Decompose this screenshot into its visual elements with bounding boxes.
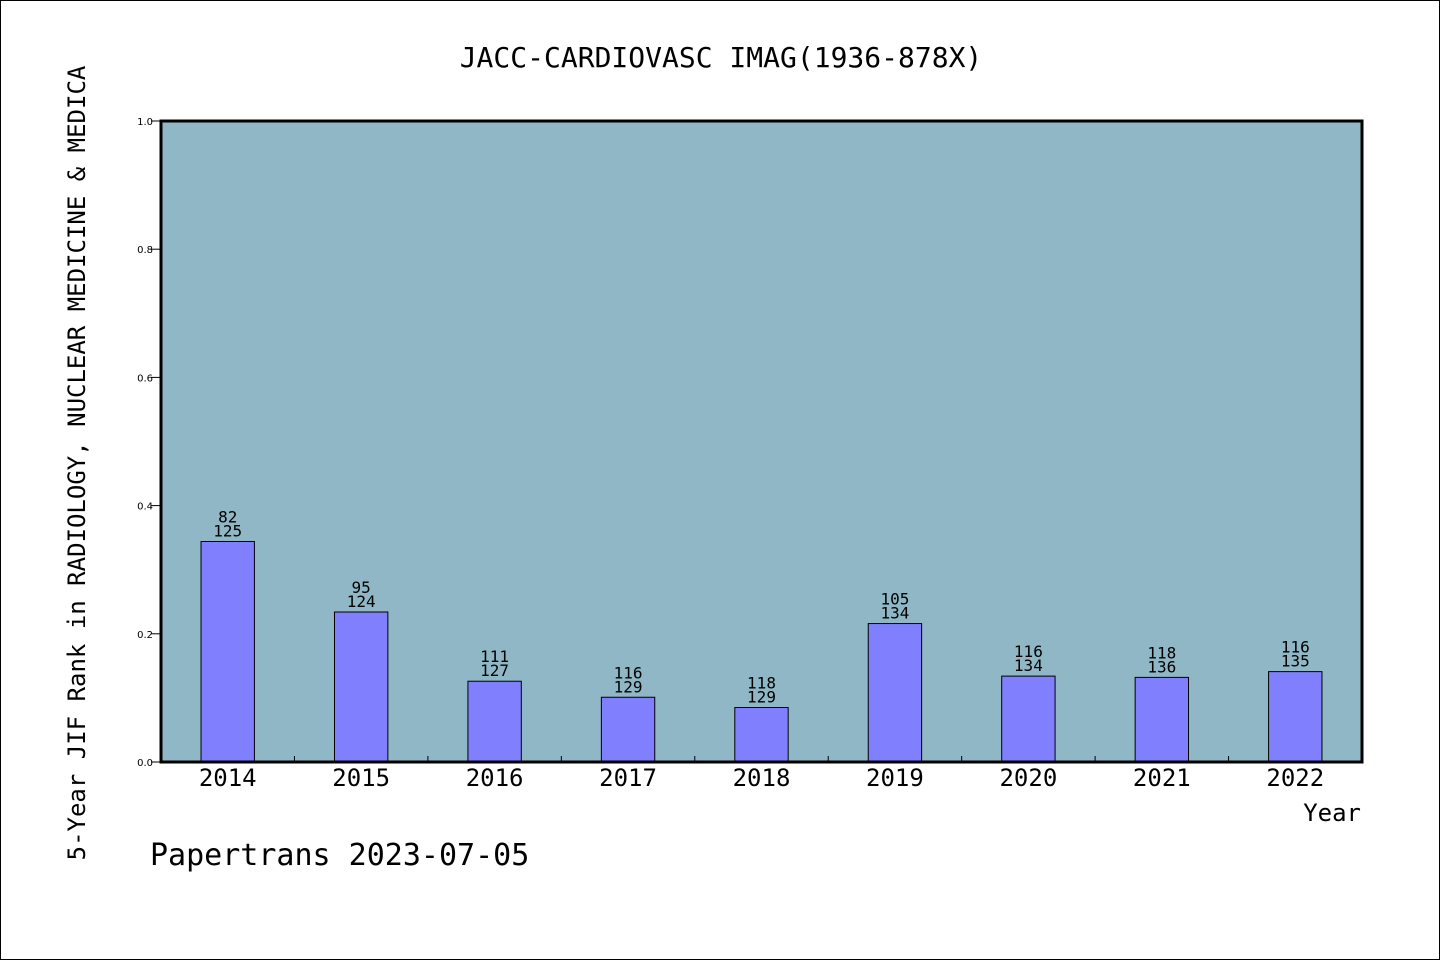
y-tick-label: 0.4 [137, 502, 153, 513]
x-tick-label: 2017 [599, 764, 657, 792]
bar-rank-label: 82 [218, 507, 237, 526]
chart-title: JACC-CARDIOVASC IMAG(1936-878X) [460, 41, 983, 74]
y-axis-label: 5-Year JIF Rank in RADIOLOGY, NUCLEAR ME… [63, 65, 91, 860]
y-tick-label: 1.0 [137, 117, 153, 128]
x-axis: 2014 2015 2016 2017 2018 2019 2020 2021 2022 [199, 756, 1324, 792]
bar-2016 [467, 680, 522, 763]
bar-2022 [1268, 671, 1323, 763]
bar-total-label: 134 [880, 604, 909, 623]
x-tick-label: 2021 [1133, 764, 1191, 792]
bar-total-label: 135 [1281, 652, 1310, 671]
x-tick-label: 2016 [466, 764, 524, 792]
bar-rank-label: 105 [880, 590, 909, 609]
bar-total-label: 129 [747, 688, 776, 707]
bar-rank-label: 95 [352, 578, 371, 597]
y-tick-label: 0.2 [137, 630, 153, 641]
bar-2018 [734, 707, 789, 763]
y-tick-label: 0.8 [137, 245, 153, 256]
y-tick-label: 0.0 [137, 758, 153, 769]
plot-frame [159, 119, 1364, 764]
bar-rank-label: 118 [747, 674, 776, 693]
x-tick-label: 2014 [199, 764, 257, 792]
bar-total-label: 125 [213, 521, 242, 540]
bar-total-label: 127 [480, 661, 509, 680]
bar-2017 [600, 696, 656, 763]
bar-2015 [333, 611, 389, 763]
bar-total-label: 129 [614, 677, 643, 696]
bar-rank-label: 116 [1014, 642, 1043, 661]
y-tick-label: 0.6 [137, 373, 153, 384]
bar-2019 [867, 623, 923, 763]
x-axis-label: Year [1303, 799, 1361, 827]
bar-rank-label: 116 [614, 663, 643, 682]
watermark-text: Papertrans 2023-07-05 [150, 838, 529, 873]
x-tick-label: 2018 [733, 764, 791, 792]
bar-2020 [1001, 675, 1056, 763]
x-tick-label: 2015 [332, 764, 390, 792]
y-axis: 0.0 0.2 0.4 0.6 0.8 1.0 [137, 117, 161, 769]
bar-total-label: 124 [347, 592, 376, 611]
bar-rank-label: 111 [480, 647, 509, 666]
x-tick-label: 2019 [866, 764, 924, 792]
bar-2021 [1134, 676, 1190, 763]
bar-rank-label: 118 [1147, 643, 1176, 662]
bar-total-label: 136 [1147, 657, 1176, 676]
bar-rank-label: 116 [1281, 638, 1310, 657]
bar-total-label: 134 [1014, 656, 1043, 675]
x-tick-label: 2020 [999, 764, 1057, 792]
x-tick-label: 2022 [1266, 764, 1324, 792]
bar-2014 [200, 540, 255, 763]
bar-series [200, 540, 1323, 763]
